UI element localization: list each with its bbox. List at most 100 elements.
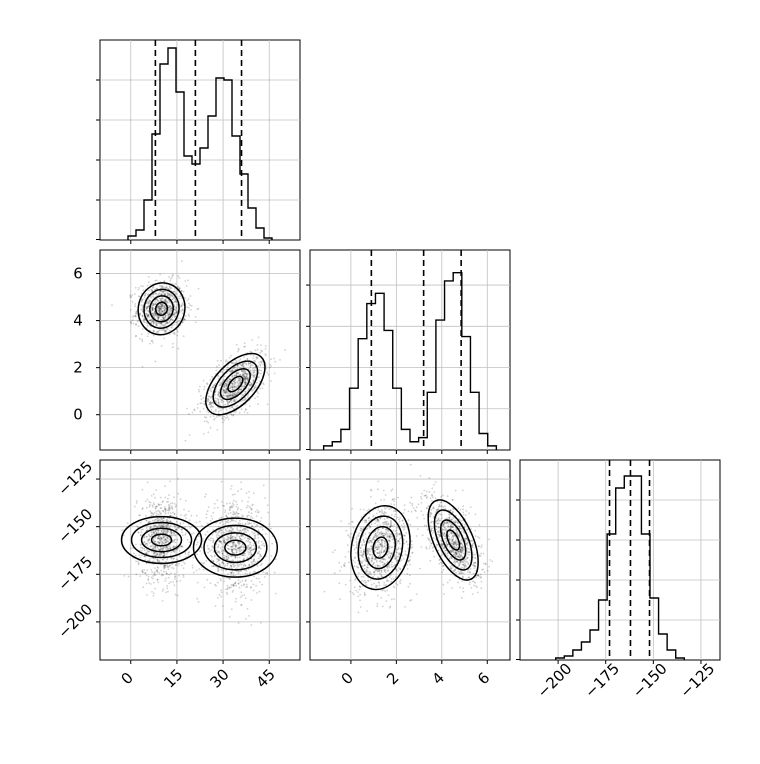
pair-param2-vs-param0-point bbox=[168, 494, 170, 496]
pair-param1-vs-param0-point bbox=[171, 299, 173, 301]
pair-param2-vs-param0-point bbox=[162, 590, 164, 592]
pair-param2-vs-param0-point bbox=[140, 544, 142, 546]
pair-param1-vs-param0-point bbox=[161, 345, 163, 347]
pair-param1-vs-param0-point bbox=[196, 309, 198, 311]
pair-param1-vs-param0-point bbox=[237, 351, 239, 353]
pair-param2-vs-param1-point bbox=[383, 490, 385, 492]
pair-param2-vs-param1-point bbox=[429, 560, 431, 562]
pair-param2-vs-param0-point bbox=[242, 523, 244, 525]
pair-param2-vs-param0-point bbox=[207, 552, 209, 554]
pair-param2-vs-param0-point bbox=[231, 560, 233, 562]
pair-param2-vs-param1-point bbox=[430, 527, 432, 529]
pair-param2-vs-param1-point bbox=[403, 523, 405, 525]
pair-param2-vs-param1-point bbox=[411, 505, 413, 507]
pair-param1-vs-param0-point bbox=[239, 379, 241, 381]
pair-param1-vs-param0-point bbox=[161, 306, 163, 308]
pair-param1-vs-param0-point bbox=[188, 315, 190, 317]
pair-param2-vs-param1-point bbox=[378, 542, 380, 544]
pair-param2-vs-param0-point bbox=[240, 550, 242, 552]
pair-param2-vs-param0-point bbox=[237, 509, 239, 511]
pair-param2-vs-param0-point bbox=[169, 564, 171, 566]
pair-param2-vs-param0-point bbox=[240, 596, 242, 598]
pair-param2-vs-param1-point bbox=[379, 555, 381, 557]
pair-param2-vs-param0-point bbox=[239, 557, 241, 559]
pair-param2-vs-param1-point bbox=[356, 546, 358, 548]
pair-param2-vs-param0-point bbox=[253, 590, 255, 592]
pair-param2-vs-param0-point bbox=[260, 622, 262, 624]
pair-param1-vs-param0-point bbox=[190, 309, 192, 311]
pair-param2-vs-param0-point bbox=[229, 508, 231, 510]
pair-param2-vs-param1-point bbox=[365, 581, 367, 583]
pair-param2-vs-param0-point bbox=[148, 539, 150, 541]
pair-param2-vs-param1-point bbox=[366, 510, 368, 512]
pair-param2-vs-param0-point bbox=[156, 552, 158, 554]
pair-param2-vs-param0-point bbox=[138, 564, 140, 566]
pair-param2-vs-param1-point bbox=[363, 550, 365, 552]
pair-param2-vs-param0-point bbox=[246, 557, 248, 559]
pair-param1-vs-param0-point bbox=[245, 391, 247, 393]
pair-param2-vs-param0-point bbox=[230, 584, 232, 586]
pair-param2-vs-param1-point bbox=[409, 502, 411, 504]
pair-param2-vs-param0-point bbox=[227, 548, 229, 550]
pair-param2-vs-param1-point bbox=[360, 550, 362, 552]
pair-param2-vs-param1-point bbox=[378, 534, 380, 536]
pair-param2-vs-param1-point bbox=[363, 581, 365, 583]
pair-param1-vs-param0-point bbox=[252, 364, 254, 366]
pair-param2-vs-param0-point bbox=[130, 547, 132, 549]
pair-param2-vs-param0-point bbox=[237, 557, 239, 559]
pair-param1-vs-param0-point bbox=[267, 404, 269, 406]
pair-param1-vs-param0-point bbox=[256, 382, 258, 384]
pair-param1-vs-param0-point bbox=[164, 293, 166, 295]
pair-param2-vs-param0-point bbox=[166, 501, 168, 503]
pair-param2-vs-param0-point bbox=[211, 549, 213, 551]
pair-param2-vs-param0-point bbox=[163, 524, 165, 526]
pair-param1-vs-param0-point bbox=[263, 383, 265, 385]
pair-param1-vs-param0-point bbox=[253, 370, 255, 372]
pair-param1-vs-param0-point bbox=[231, 376, 233, 378]
pair-param1-vs-param0-point bbox=[216, 366, 218, 368]
pair-param1-vs-param0-point bbox=[255, 386, 257, 388]
pair-param2-vs-param0-point bbox=[198, 535, 200, 537]
pair-param2-vs-param1-point bbox=[377, 530, 379, 532]
pair-param2-vs-param0-point bbox=[167, 530, 169, 532]
pair-param2-vs-param0-point bbox=[141, 569, 143, 571]
pair-param2-vs-param0-point bbox=[160, 570, 162, 572]
pair-param2-vs-param0-point bbox=[244, 594, 246, 596]
pair-param2-vs-param0-point bbox=[171, 532, 173, 534]
pair-param2-vs-param1-point bbox=[411, 511, 413, 513]
pair-param2-vs-param0-point bbox=[124, 575, 126, 577]
pair-param2-vs-param0-point bbox=[248, 564, 250, 566]
pair-param2-vs-param1-point bbox=[409, 564, 411, 566]
pair-param2-vs-param0-point bbox=[247, 521, 249, 523]
pair-param1-vs-param0-point bbox=[201, 398, 203, 400]
pair-param2-vs-param0-point bbox=[226, 521, 228, 523]
pair-param2-vs-param0-point bbox=[158, 532, 160, 534]
pair-param1-vs-param0-point bbox=[258, 337, 260, 339]
pair-param2-vs-param0-point bbox=[185, 553, 187, 555]
pair-param1-vs-param0-point bbox=[217, 394, 219, 396]
pair-param2-vs-param0-point bbox=[238, 542, 240, 544]
pair-param2-vs-param0-point bbox=[246, 516, 248, 518]
pair-param2-vs-param1-point bbox=[453, 517, 455, 519]
pair-param2-vs-param0-point bbox=[250, 516, 252, 518]
pair-param1-vs-param0-point bbox=[138, 325, 140, 327]
pair-param2-vs-param0-point bbox=[145, 515, 147, 517]
pair-param2-vs-param0-point bbox=[172, 502, 174, 504]
pair-param2-vs-param0-point bbox=[242, 544, 244, 546]
pair-param2-vs-param0-point bbox=[255, 511, 257, 513]
pair-param1-vs-param0-point bbox=[170, 278, 172, 280]
pair-param1-vs-param0-point bbox=[180, 295, 182, 297]
pair-param2-vs-param0-point bbox=[228, 557, 230, 559]
pair-param2-vs-param0-point bbox=[149, 504, 151, 506]
pair-param2-vs-param1-point bbox=[380, 574, 382, 576]
pair-param2-vs-param0-point bbox=[230, 546, 232, 548]
pair-param1-vs-param0-point bbox=[148, 281, 150, 283]
pair-param2-vs-param0-point bbox=[217, 571, 219, 573]
pair-param2-vs-param0-point bbox=[232, 552, 234, 554]
pair-param2-vs-param0-point bbox=[168, 527, 170, 529]
pair-param1-vs-param0-point bbox=[270, 380, 272, 382]
pair-param2-vs-param0-point bbox=[232, 511, 234, 513]
pair-param2-vs-param1-point bbox=[384, 563, 386, 565]
pair-param1-vs-param0-point bbox=[215, 370, 217, 372]
pair-param2-vs-param1-point bbox=[359, 554, 361, 556]
